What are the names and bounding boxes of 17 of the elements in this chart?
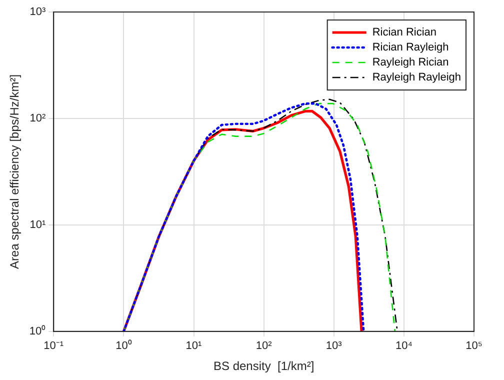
- x-tick-label: 10²: [256, 340, 272, 352]
- x-tick-label: 10⁴: [395, 340, 413, 352]
- legend-label: Rician Rician: [372, 26, 437, 39]
- legend-label: Rayleigh Rayleigh: [372, 72, 462, 84]
- y-tick-label: 10²: [30, 112, 46, 124]
- x-tick-label: 10⁻¹: [44, 340, 64, 352]
- y-tick-label: 10⁰: [29, 324, 46, 338]
- x-tick-label: 10⁰: [116, 339, 132, 352]
- legend-label: Rician Rayleigh: [372, 42, 449, 54]
- x-tick-label: 10⁵: [466, 340, 482, 352]
- x-tick-label: 10³: [326, 340, 342, 352]
- y-tick-label: 10¹: [30, 218, 46, 231]
- x-tick-label: 10¹: [186, 340, 202, 352]
- x-axis-title: BS density [1/km²]: [213, 359, 314, 374]
- legend-label: Rayleigh Rician: [372, 56, 449, 69]
- y-tick-label: 10³: [30, 6, 46, 18]
- y-axis-title: Area spectral efficiency [bps/Hz/km²]: [8, 74, 22, 269]
